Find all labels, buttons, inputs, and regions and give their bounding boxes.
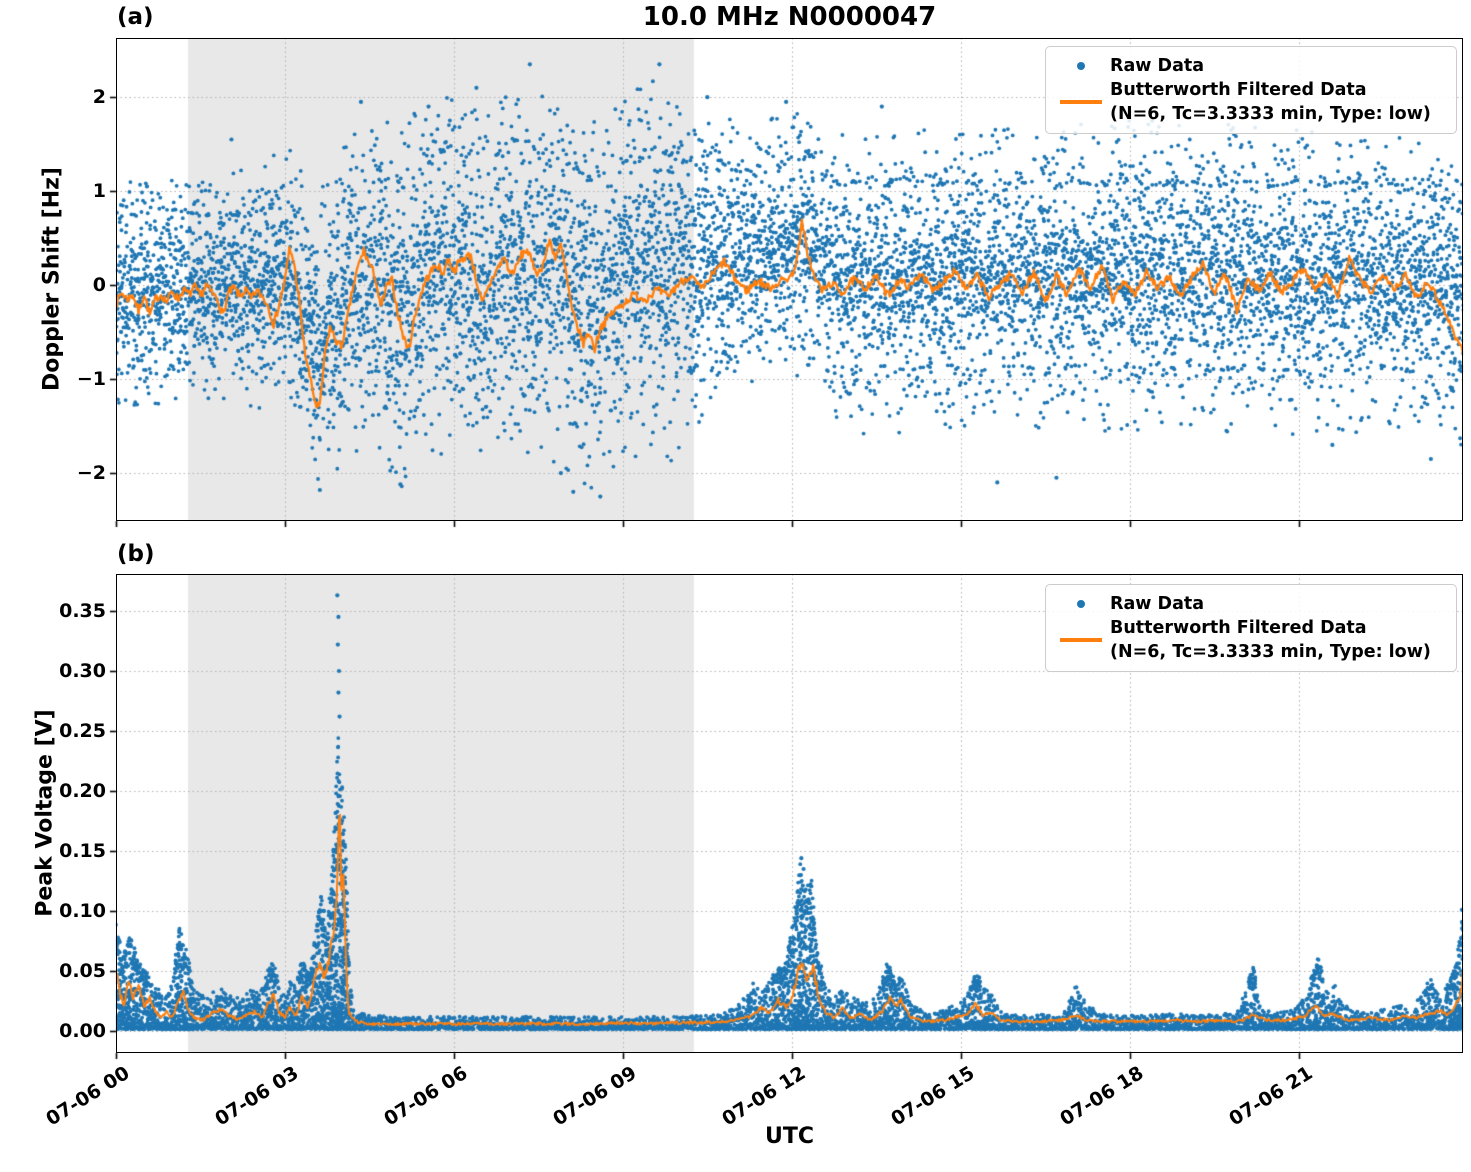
legend-panel-a: Raw Data Butterworth Filtered Data (N=6,… — [1045, 46, 1457, 134]
legend-filtered-label-line2: (N=6, Tc=3.3333 min, Type: low) — [1110, 642, 1431, 662]
panel-b-label: (b) — [117, 541, 155, 567]
chart-title: 10.0 MHz N0000047 — [642, 2, 937, 32]
filtered-line-marker-icon — [1060, 638, 1102, 642]
raw-data-marker-icon — [1077, 62, 1085, 70]
y-tick-label-a: 0 — [92, 274, 106, 297]
y-tick-label-b: 0.30 — [59, 659, 106, 682]
legend-item-filtered: Butterworth Filtered Data (N=6, Tc=3.333… — [1052, 78, 1446, 126]
y-tick-label-a: −1 — [76, 368, 106, 391]
raw-data-marker-icon — [1077, 600, 1085, 608]
y-tick-label-b: 0.35 — [59, 599, 106, 622]
panel-a-plot-area — [116, 38, 1463, 521]
y-tick-label-a: −2 — [76, 462, 106, 485]
y-tick-label-b: 0.05 — [59, 960, 106, 983]
y-tick-label-b: 0.20 — [59, 779, 106, 802]
legend-filtered-label-line1: Butterworth Filtered Data — [1110, 80, 1367, 100]
legend-item-raw: Raw Data — [1052, 592, 1446, 616]
legend-filtered-label-line2: (N=6, Tc=3.3333 min, Type: low) — [1110, 104, 1431, 124]
legend-item-filtered: Butterworth Filtered Data (N=6, Tc=3.333… — [1052, 616, 1446, 664]
y-tick-label-b: 0.00 — [59, 1020, 106, 1043]
x-axis-label: UTC — [764, 1124, 815, 1149]
legend-raw-label: Raw Data — [1110, 594, 1205, 614]
y-tick-label-a: 2 — [92, 86, 106, 109]
legend-panel-b: Raw Data Butterworth Filtered Data (N=6,… — [1045, 584, 1457, 672]
y-tick-label-b: 0.10 — [59, 900, 106, 923]
panel-b-plot-area — [116, 574, 1463, 1053]
legend-raw-label: Raw Data — [1110, 56, 1205, 76]
filtered-line-marker-icon — [1060, 100, 1102, 104]
legend-filtered-label-line1: Butterworth Filtered Data — [1110, 618, 1367, 638]
y-tick-label-b: 0.25 — [59, 719, 106, 742]
y-tick-label-a: 1 — [92, 180, 106, 203]
y-tick-label-b: 0.15 — [59, 840, 106, 862]
panel-a-label: (a) — [117, 4, 154, 30]
legend-item-raw: Raw Data — [1052, 54, 1446, 78]
